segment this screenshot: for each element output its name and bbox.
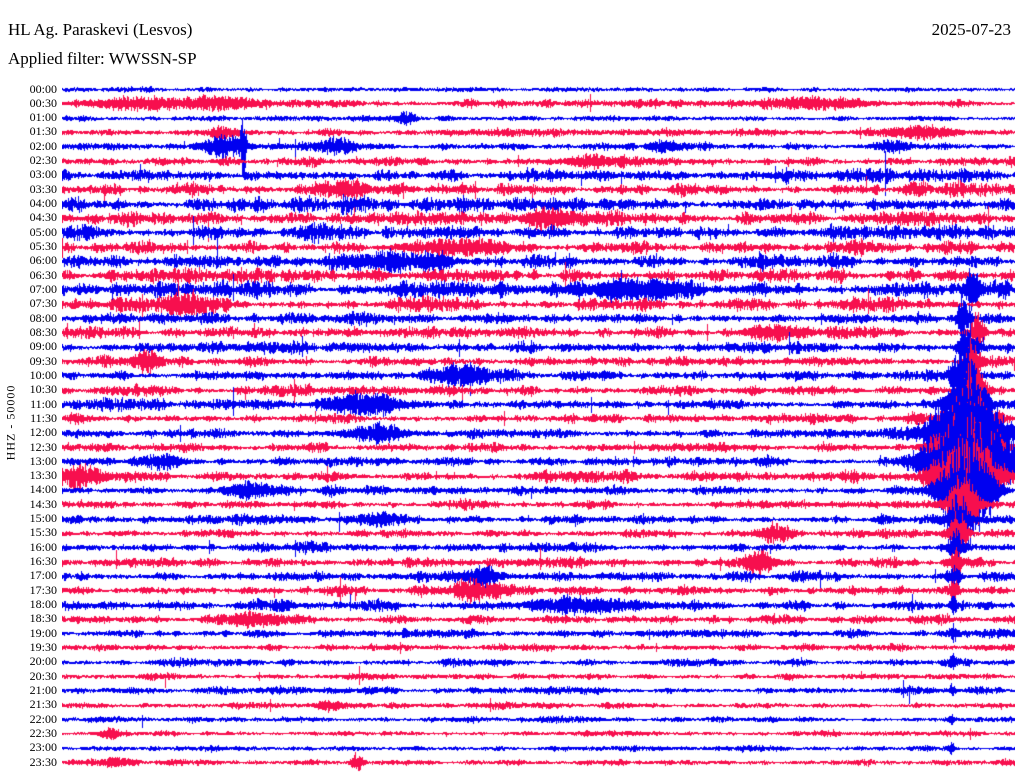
- time-label: 06:30: [29, 267, 57, 282]
- time-label: 21:30: [29, 697, 57, 712]
- time-label: 04:00: [29, 196, 57, 211]
- time-label: 02:00: [29, 138, 57, 153]
- time-label: 04:30: [29, 210, 57, 225]
- time-label: 21:00: [29, 682, 57, 697]
- time-label: 07:00: [29, 281, 57, 296]
- time-label: 05:30: [29, 239, 57, 254]
- time-label: 09:00: [29, 339, 57, 354]
- time-label: 00:30: [29, 95, 57, 110]
- time-label: 02:30: [29, 153, 57, 168]
- time-label: 15:00: [29, 511, 57, 526]
- time-label: 20:00: [29, 654, 57, 669]
- time-label: 08:00: [29, 310, 57, 325]
- applied-filter-label: Applied filter: WWSSN-SP: [8, 49, 197, 68]
- time-label: 23:30: [29, 754, 57, 769]
- date-label: 2025-07-23: [931, 20, 1011, 39]
- time-label: 03:00: [29, 167, 57, 182]
- time-label: 01:00: [29, 110, 57, 125]
- time-label: 20:30: [29, 668, 57, 683]
- time-label: 16:30: [29, 554, 57, 569]
- time-label: 16:00: [29, 539, 57, 554]
- time-label: 10:30: [29, 382, 57, 397]
- time-label: 22:30: [29, 725, 57, 740]
- time-label: 07:30: [29, 296, 57, 311]
- time-label: 12:00: [29, 425, 57, 440]
- time-label: 23:00: [29, 740, 57, 755]
- time-label: 11:30: [30, 410, 57, 425]
- time-label: 00:00: [29, 81, 57, 96]
- time-labels: 00:00 00:30 01:00 01:30 02:00 02:30 03:00 03:30…: [0, 0, 57, 780]
- time-label: 14:30: [29, 496, 57, 511]
- time-label: 08:30: [29, 324, 57, 339]
- time-label: 19:00: [29, 625, 57, 640]
- time-label: 22:00: [29, 711, 57, 726]
- time-label: 18:00: [29, 597, 57, 612]
- time-label: 13:00: [29, 453, 57, 468]
- station-title: HL Ag. Paraskevi (Lesvos): [8, 20, 193, 39]
- time-label: 10:00: [29, 367, 57, 382]
- time-label: 03:30: [29, 181, 57, 196]
- time-label: 19:30: [29, 639, 57, 654]
- time-label: 15:30: [29, 525, 57, 540]
- time-label: 17:30: [29, 582, 57, 597]
- time-label: 13:30: [29, 468, 57, 483]
- time-label: 18:30: [29, 611, 57, 626]
- time-label: 17:00: [29, 568, 57, 583]
- time-label: 05:00: [29, 224, 57, 239]
- time-label: 01:30: [29, 124, 57, 139]
- helicorder-traces-canvas: [62, 80, 1015, 780]
- time-label: 14:00: [29, 482, 57, 497]
- time-label: 11:00: [30, 396, 57, 411]
- time-label: 09:30: [29, 353, 57, 368]
- time-label: 12:30: [29, 439, 57, 454]
- time-label: 06:00: [29, 253, 57, 268]
